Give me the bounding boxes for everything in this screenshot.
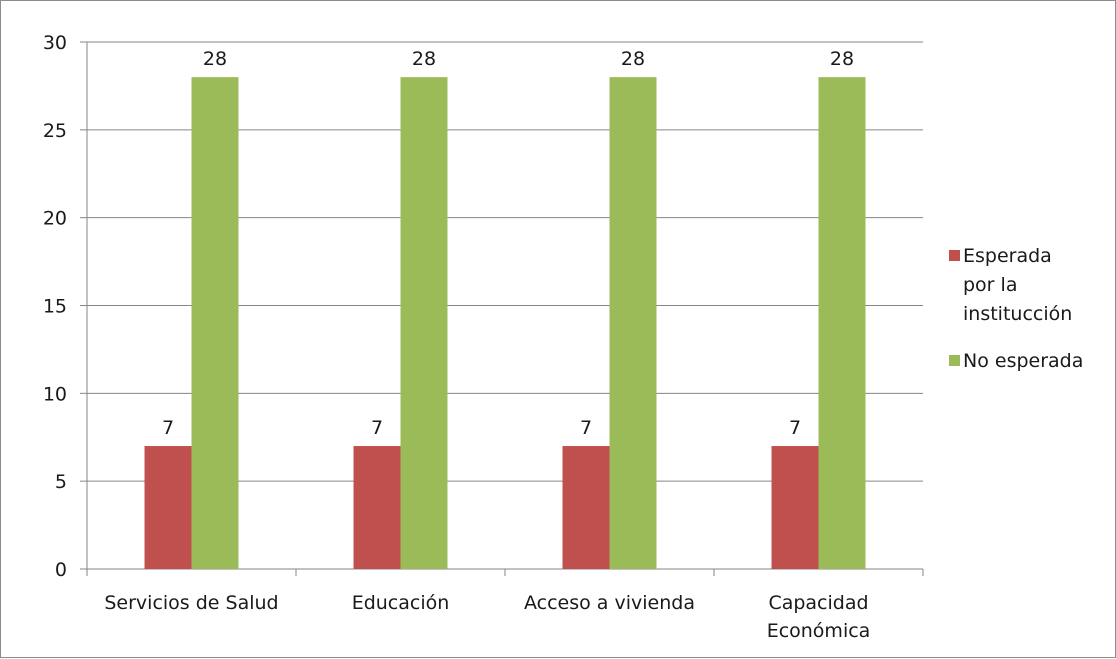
bar bbox=[818, 77, 866, 569]
data-label: 28 bbox=[203, 48, 227, 70]
data-labels: 7 28 7 28 7 28 7 28 bbox=[162, 48, 854, 439]
y-tick-label: 30 bbox=[43, 32, 67, 54]
y-tick-labels: 0 5 10 15 20 25 30 bbox=[43, 32, 67, 581]
legend-swatch bbox=[949, 250, 960, 261]
data-label: 7 bbox=[162, 417, 174, 439]
y-tick-label: 20 bbox=[43, 208, 67, 230]
data-label: 28 bbox=[412, 48, 436, 70]
legend-label: No esperada bbox=[963, 350, 1083, 372]
bar bbox=[771, 446, 819, 569]
data-label: 28 bbox=[830, 48, 854, 70]
data-label: 7 bbox=[580, 417, 592, 439]
x-category-label: Educación bbox=[352, 592, 450, 614]
data-label: 7 bbox=[371, 417, 383, 439]
bar bbox=[609, 77, 657, 569]
bars bbox=[144, 77, 866, 569]
legend-label: institucción bbox=[963, 303, 1072, 325]
legend-swatch bbox=[949, 355, 960, 366]
x-category-label: Acceso a vivienda bbox=[524, 592, 695, 614]
x-category-label: Capacidad bbox=[768, 592, 868, 614]
y-tick-label: 0 bbox=[55, 559, 67, 581]
y-tick-label: 15 bbox=[43, 296, 67, 318]
bar bbox=[144, 446, 192, 569]
bar bbox=[353, 446, 401, 569]
bar bbox=[400, 77, 448, 569]
x-category-label: Económica bbox=[767, 620, 871, 642]
legend-label: Esperada bbox=[963, 245, 1052, 267]
y-tick-label: 10 bbox=[43, 383, 67, 405]
bar bbox=[562, 446, 610, 569]
x-category-label: Servicios de Salud bbox=[104, 592, 278, 614]
bar bbox=[191, 77, 239, 569]
data-label: 7 bbox=[789, 417, 801, 439]
legend: Esperada por la institucción No esperada bbox=[949, 245, 1083, 372]
category-labels: Servicios de Salud Educación Acceso a vivi… bbox=[104, 592, 870, 642]
data-label: 28 bbox=[621, 48, 645, 70]
legend-label: por la bbox=[963, 274, 1017, 296]
y-tick-label: 5 bbox=[55, 471, 67, 493]
y-tick-label: 25 bbox=[43, 120, 67, 142]
